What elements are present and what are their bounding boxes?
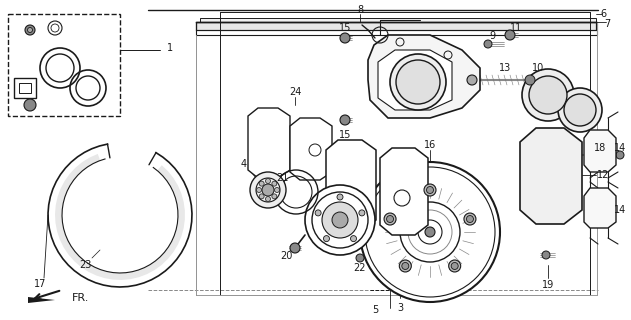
Circle shape: [522, 69, 574, 121]
Polygon shape: [380, 148, 428, 235]
Circle shape: [28, 28, 33, 33]
Circle shape: [390, 54, 446, 110]
Circle shape: [525, 75, 535, 85]
Circle shape: [359, 210, 365, 216]
Polygon shape: [520, 128, 582, 224]
Circle shape: [340, 33, 350, 43]
Text: 14: 14: [614, 143, 626, 153]
Text: 14: 14: [614, 205, 626, 215]
Circle shape: [467, 75, 477, 85]
Circle shape: [259, 181, 264, 186]
Circle shape: [616, 151, 624, 159]
Circle shape: [274, 188, 280, 193]
Circle shape: [484, 40, 492, 48]
Text: 9: 9: [489, 31, 495, 41]
Circle shape: [272, 181, 277, 186]
Circle shape: [396, 60, 440, 104]
Circle shape: [564, 94, 596, 126]
Text: 5: 5: [372, 305, 378, 315]
Circle shape: [322, 202, 358, 238]
Text: 8: 8: [357, 5, 363, 15]
Circle shape: [324, 236, 329, 242]
Text: 10: 10: [532, 63, 544, 73]
Circle shape: [340, 115, 350, 125]
Text: 22: 22: [354, 263, 366, 273]
Circle shape: [337, 194, 343, 200]
Polygon shape: [248, 108, 290, 178]
Circle shape: [305, 185, 375, 255]
Polygon shape: [55, 154, 185, 280]
Circle shape: [266, 179, 271, 183]
Circle shape: [466, 216, 473, 222]
Circle shape: [262, 184, 274, 196]
Text: 19: 19: [542, 280, 554, 290]
Circle shape: [402, 262, 409, 269]
Bar: [8, 14, 120, 116]
Polygon shape: [196, 22, 596, 30]
Circle shape: [360, 162, 500, 302]
Text: 23: 23: [79, 260, 91, 270]
Text: FR.: FR.: [72, 293, 90, 303]
Circle shape: [424, 184, 436, 196]
Polygon shape: [584, 130, 616, 172]
Text: 11: 11: [510, 23, 522, 33]
Polygon shape: [28, 297, 55, 303]
Polygon shape: [378, 50, 452, 110]
Circle shape: [542, 251, 550, 259]
Text: 17: 17: [34, 279, 46, 289]
Circle shape: [259, 194, 264, 199]
Circle shape: [256, 188, 261, 193]
Polygon shape: [200, 18, 596, 28]
Circle shape: [464, 213, 476, 225]
Text: 4: 4: [241, 159, 247, 169]
Circle shape: [558, 88, 602, 132]
Circle shape: [350, 236, 357, 242]
Circle shape: [387, 216, 394, 222]
Polygon shape: [326, 140, 376, 230]
Circle shape: [24, 99, 36, 111]
Circle shape: [25, 25, 35, 35]
Circle shape: [250, 172, 286, 208]
Text: 1: 1: [167, 43, 173, 53]
Text: 15: 15: [339, 23, 351, 33]
Circle shape: [505, 30, 515, 40]
Circle shape: [272, 194, 277, 199]
Text: 13: 13: [499, 63, 511, 73]
Circle shape: [427, 187, 433, 194]
Circle shape: [384, 213, 396, 225]
Circle shape: [425, 227, 435, 237]
Circle shape: [356, 254, 364, 262]
Circle shape: [451, 262, 458, 269]
Text: 15: 15: [339, 130, 351, 140]
Text: 20: 20: [280, 251, 292, 261]
Polygon shape: [368, 35, 480, 118]
Circle shape: [266, 196, 271, 202]
Text: 18: 18: [594, 143, 606, 153]
Text: 12: 12: [597, 170, 609, 180]
Polygon shape: [290, 118, 332, 180]
Text: 16: 16: [424, 140, 436, 150]
Circle shape: [332, 212, 348, 228]
Circle shape: [449, 260, 461, 272]
Polygon shape: [584, 188, 616, 228]
Circle shape: [399, 260, 411, 272]
Circle shape: [290, 243, 300, 253]
Text: 3: 3: [397, 303, 403, 313]
Text: 24: 24: [289, 87, 301, 97]
Circle shape: [315, 210, 321, 216]
Text: 21: 21: [276, 173, 288, 183]
Circle shape: [529, 76, 567, 114]
Text: 6: 6: [600, 9, 606, 19]
Text: 7: 7: [604, 19, 610, 29]
